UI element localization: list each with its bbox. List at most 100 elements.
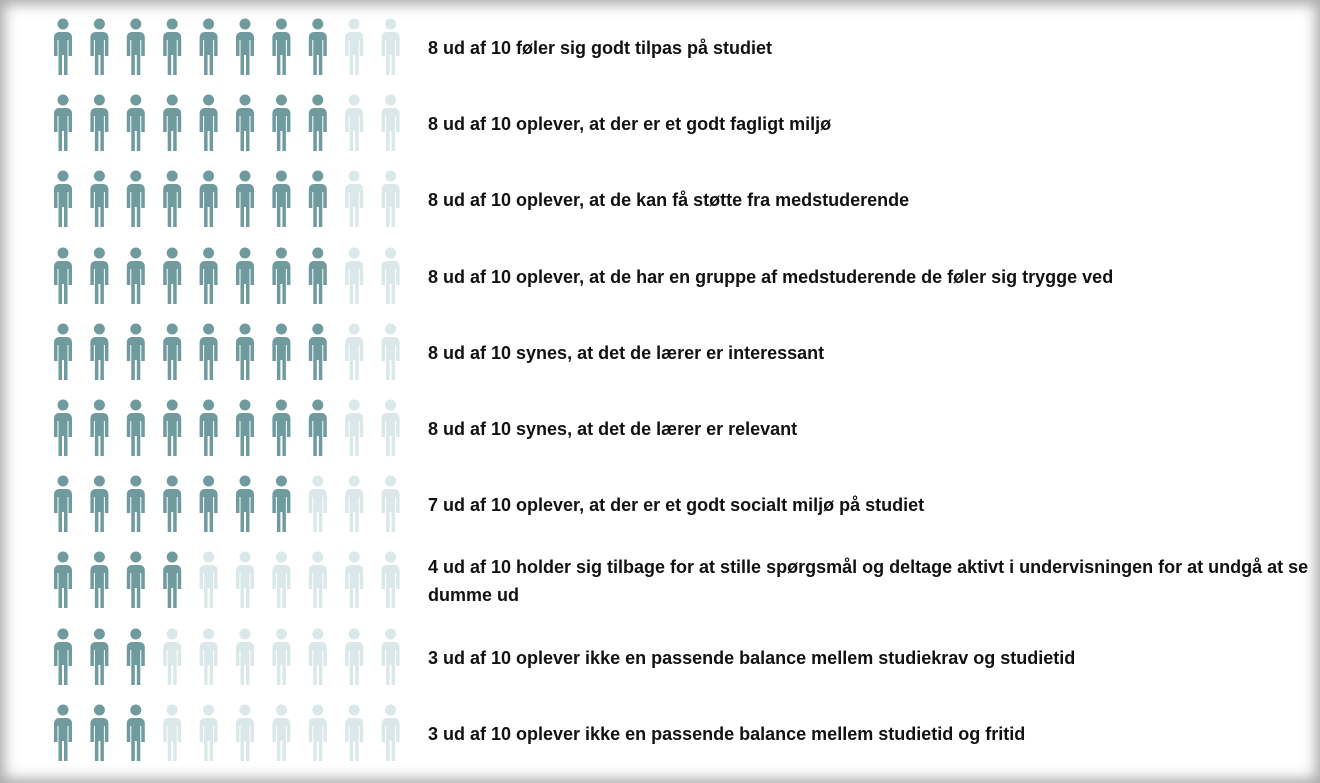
person-icon-filled [90,323,109,380]
pictogram-row: 4 ud af 10 holder sig tilbage for at sti… [0,543,1320,619]
person-icon-filled [236,170,254,228]
person-icon-filled [236,399,254,456]
person-icon-filled [236,18,254,75]
person-icon-filled [90,628,109,685]
pictogram-row: 8 ud af 10 oplever, at de kan få støtte … [0,162,1320,238]
person-icon-filled [199,475,218,533]
person-icon-filled [54,170,72,228]
person-icon-empty [345,247,364,304]
person-icon-filled [54,551,72,609]
person-icon-empty [308,628,327,685]
person-icon-empty [236,551,254,609]
icon-row [54,247,400,304]
person-icon-empty [272,628,291,685]
person-icon-filled [236,323,254,380]
person-icon-empty [272,704,291,761]
pictogram-row: 8 ud af 10 synes, at det de lærer er int… [0,315,1320,391]
person-icon-empty [345,323,364,380]
pictogram-row: 7 ud af 10 oplever, at der er et godt so… [0,467,1320,543]
person-icon-empty [381,94,400,152]
pictogram-row: 8 ud af 10 oplever, at de har en gruppe … [0,239,1320,315]
person-icon-filled [126,704,145,761]
person-icon-empty [345,399,364,456]
person-icon-filled [272,475,291,533]
person-icon-filled [54,18,72,75]
person-icon-empty [381,704,400,761]
person-icon-empty [272,551,291,609]
pictogram-row: 8 ud af 10 oplever, at der er et godt fa… [0,86,1320,162]
person-icon-filled [308,323,327,380]
person-icon-empty [236,704,254,761]
person-icon-filled [308,399,327,456]
person-icon-filled [163,323,182,380]
row-label: 4 ud af 10 holder sig tilbage for at sti… [428,557,1309,606]
person-icon-empty [381,18,400,75]
icon-row [54,170,400,228]
person-icon-filled [54,94,72,152]
person-icon-empty [381,247,400,304]
person-icon-filled [163,399,182,456]
person-icon-filled [272,399,291,456]
person-icon-empty [308,551,327,609]
person-icon-filled [54,704,72,761]
person-icon-filled [126,323,145,380]
person-icon-empty [345,628,364,685]
person-icon-empty [345,704,364,761]
pictogram-row: 3 ud af 10 oplever ikke en passende bala… [0,620,1320,696]
person-icon-empty [345,551,364,609]
person-icon-filled [126,551,145,609]
person-icon-filled [90,475,109,533]
icon-row [54,94,400,152]
person-icon-empty [381,399,400,456]
row-label: 8 ud af 10 føler sig godt tilpas på stud… [428,38,773,58]
person-icon-empty [345,94,364,152]
person-icon-filled [163,94,182,152]
person-icon-filled [199,170,218,228]
pictogram-row: 3 ud af 10 oplever ikke en passende bala… [0,696,1320,772]
person-icon-filled [126,247,145,304]
person-icon-filled [54,247,72,304]
person-icon-filled [54,475,72,533]
icon-row [54,399,400,456]
person-icon-empty [199,704,218,761]
row-label: 8 ud af 10 oplever, at de har en gruppe … [428,266,1114,287]
person-icon-filled [308,170,327,228]
person-icon-filled [199,18,218,75]
person-icon-empty [163,704,182,761]
pictogram-row: 8 ud af 10 synes, at det de lærer er rel… [0,391,1320,467]
person-icon-filled [126,94,145,152]
row-label: 7 ud af 10 oplever, at der er et godt so… [428,495,925,516]
person-icon-filled [163,170,182,228]
person-icon-filled [163,247,182,304]
person-icon-filled [199,399,218,456]
person-icon-empty [381,628,400,685]
person-icon-empty [163,628,182,685]
person-icon-filled [272,18,291,75]
person-icon-empty [381,475,400,533]
person-icon-filled [90,18,109,75]
person-icon-filled [126,18,145,75]
person-icon-filled [272,94,291,152]
person-icon-filled [163,551,182,609]
person-icon-filled [308,18,327,75]
icon-row [54,323,400,380]
person-icon-empty [308,475,327,533]
person-icon-filled [54,628,72,685]
row-label: 3 ud af 10 oplever ikke en passende bala… [428,723,1026,744]
person-icon-filled [126,628,145,685]
icon-row [54,18,400,75]
icon-row [54,475,400,533]
pictogram-row: 8 ud af 10 føler sig godt tilpas på stud… [0,10,1320,86]
row-label: 8 ud af 10 oplever, at de kan få støtte … [428,190,910,211]
person-icon-filled [308,247,327,304]
person-icon-empty [199,628,218,685]
person-icon-filled [199,323,218,380]
row-label: 3 ud af 10 oplever ikke en passende bala… [428,647,1076,668]
person-icon-empty [345,18,364,75]
person-icon-filled [308,94,327,152]
person-icon-filled [236,247,254,304]
person-icon-empty [345,475,364,533]
row-label: 8 ud af 10 synes, at det de lærer er int… [428,342,825,363]
person-icon-empty [236,628,254,685]
person-icon-filled [54,399,72,456]
